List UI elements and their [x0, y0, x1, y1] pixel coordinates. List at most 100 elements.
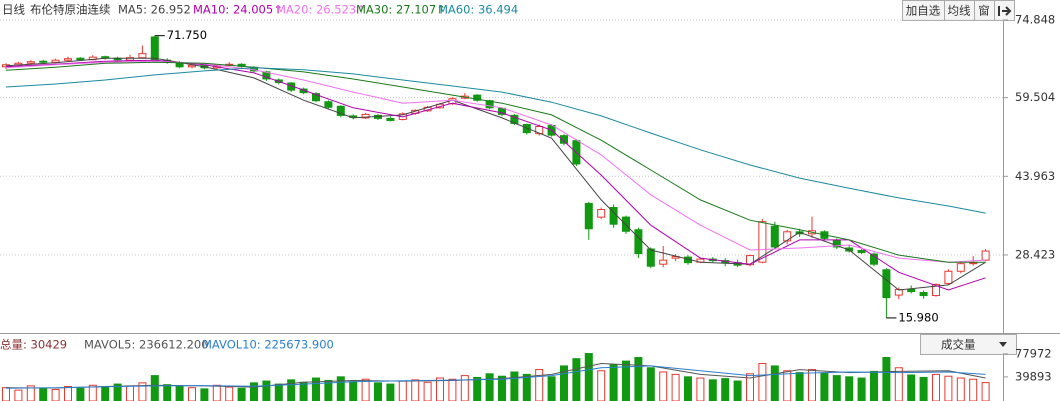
- volume-bar: [597, 370, 606, 401]
- volume-bar: [299, 381, 308, 401]
- candle-body: [944, 270, 953, 284]
- legend-entry: MAVOL10: 225673.900: [202, 338, 334, 352]
- button-label[interactable]: 均线: [948, 4, 971, 18]
- volume-bar: [39, 388, 48, 401]
- candle-body: [646, 248, 655, 267]
- volume-bar: [795, 372, 804, 401]
- volume-bar: [225, 386, 234, 401]
- volume-bar: [832, 375, 841, 401]
- dropdown-arrow: [999, 342, 1007, 347]
- volume-bar: [2, 387, 10, 401]
- volume-bar: [150, 375, 159, 401]
- volume-bar: [932, 373, 940, 401]
- legend-entry: MA60: 36.494: [438, 3, 518, 17]
- volume-bar: [88, 384, 97, 401]
- button-label[interactable]: 窗: [978, 4, 990, 18]
- candle-body: [981, 250, 990, 261]
- volume-bar: [758, 363, 767, 401]
- volume-bar: [560, 365, 568, 401]
- volume-bar: [448, 378, 457, 401]
- candle-body: [324, 101, 333, 108]
- annotation: 15.980: [898, 310, 938, 324]
- symbol: 布伦特原油连续: [30, 3, 111, 17]
- volume-bar: [956, 377, 965, 401]
- y-tick-label: 28.423: [1015, 247, 1055, 261]
- legend-entry: MA20: 26.523↑: [276, 3, 366, 17]
- volume-bar: [460, 375, 469, 401]
- volume-bar: [572, 358, 581, 401]
- volume-bar: [175, 385, 184, 401]
- candle-body: [76, 57, 85, 61]
- volume-bar: [14, 389, 23, 401]
- candle-body: [659, 259, 668, 265]
- volume-bar: [212, 384, 221, 401]
- volume-bar: [857, 377, 866, 401]
- volume-bar: [262, 380, 271, 401]
- candle-body: [560, 135, 568, 144]
- candle-body: [857, 250, 866, 254]
- volume-bar: [634, 356, 643, 401]
- button-label[interactable]: 加自选: [906, 4, 941, 18]
- candle-body: [956, 263, 965, 272]
- volume-bar: [374, 382, 382, 401]
- volume-bar: [845, 376, 854, 401]
- volume-bar: [671, 373, 680, 401]
- volume-bar: [907, 374, 916, 401]
- volume-bar: [547, 376, 556, 401]
- legend-entry: MA30: 27.107↑: [356, 3, 446, 17]
- candle-body: [932, 283, 940, 297]
- ma-line: [5, 57, 986, 291]
- candle-body: [783, 231, 792, 242]
- volume-bar: [324, 379, 333, 401]
- candle-body: [312, 93, 320, 102]
- volume-bar: [287, 379, 296, 401]
- volume-bar: [411, 379, 420, 401]
- dropdown[interactable]: [920, 334, 1017, 355]
- volume-title: 总量: 30429: [0, 338, 67, 352]
- volume-bar: [498, 375, 506, 401]
- volume-bar: [696, 377, 705, 401]
- dropdown-label[interactable]: 成交量: [941, 338, 976, 352]
- volume-bar: [113, 383, 122, 401]
- volume-bar: [336, 376, 345, 401]
- legend-entry: MA10: 24.005↑: [193, 3, 283, 17]
- candle-body: [907, 288, 916, 293]
- volume-bar: [783, 370, 792, 401]
- candle-body: [336, 105, 345, 116]
- candle-body: [969, 262, 978, 265]
- volume-bar: [882, 356, 891, 401]
- volume-bar: [684, 376, 692, 401]
- candle-body: [473, 94, 482, 101]
- volume-bar: [237, 387, 246, 401]
- volume-bar: [485, 373, 494, 401]
- candle-body: [150, 36, 159, 61]
- volume-bar: [101, 386, 110, 401]
- volume-bar: [659, 371, 668, 401]
- candle-body: [51, 59, 60, 63]
- candle-body: [188, 64, 196, 68]
- volume-bar: [349, 381, 358, 401]
- volume-bar: [919, 376, 928, 401]
- volume-bar: [76, 387, 85, 401]
- ma-line: [5, 61, 986, 263]
- volume-bar: [200, 388, 209, 401]
- candle-body: [882, 269, 891, 299]
- volume-bar: [188, 387, 196, 401]
- candle-body: [919, 292, 928, 297]
- volume-bar: [770, 365, 779, 401]
- candle-body: [64, 58, 72, 61]
- volume-bar: [163, 384, 172, 401]
- volume-bar: [870, 370, 878, 401]
- candle-body: [597, 209, 606, 218]
- candle-body: [770, 225, 779, 248]
- legend-entry: MA5: 26.952: [118, 3, 191, 17]
- volume-bar: [51, 389, 60, 401]
- volume-bar: [510, 371, 519, 401]
- volume-bar: [609, 364, 618, 401]
- volume-bar: [708, 379, 717, 401]
- volume-bar: [944, 375, 953, 401]
- volume-bar: [820, 372, 829, 401]
- y-tick-label: 74.848: [1015, 13, 1055, 27]
- volume-bar: [138, 382, 147, 401]
